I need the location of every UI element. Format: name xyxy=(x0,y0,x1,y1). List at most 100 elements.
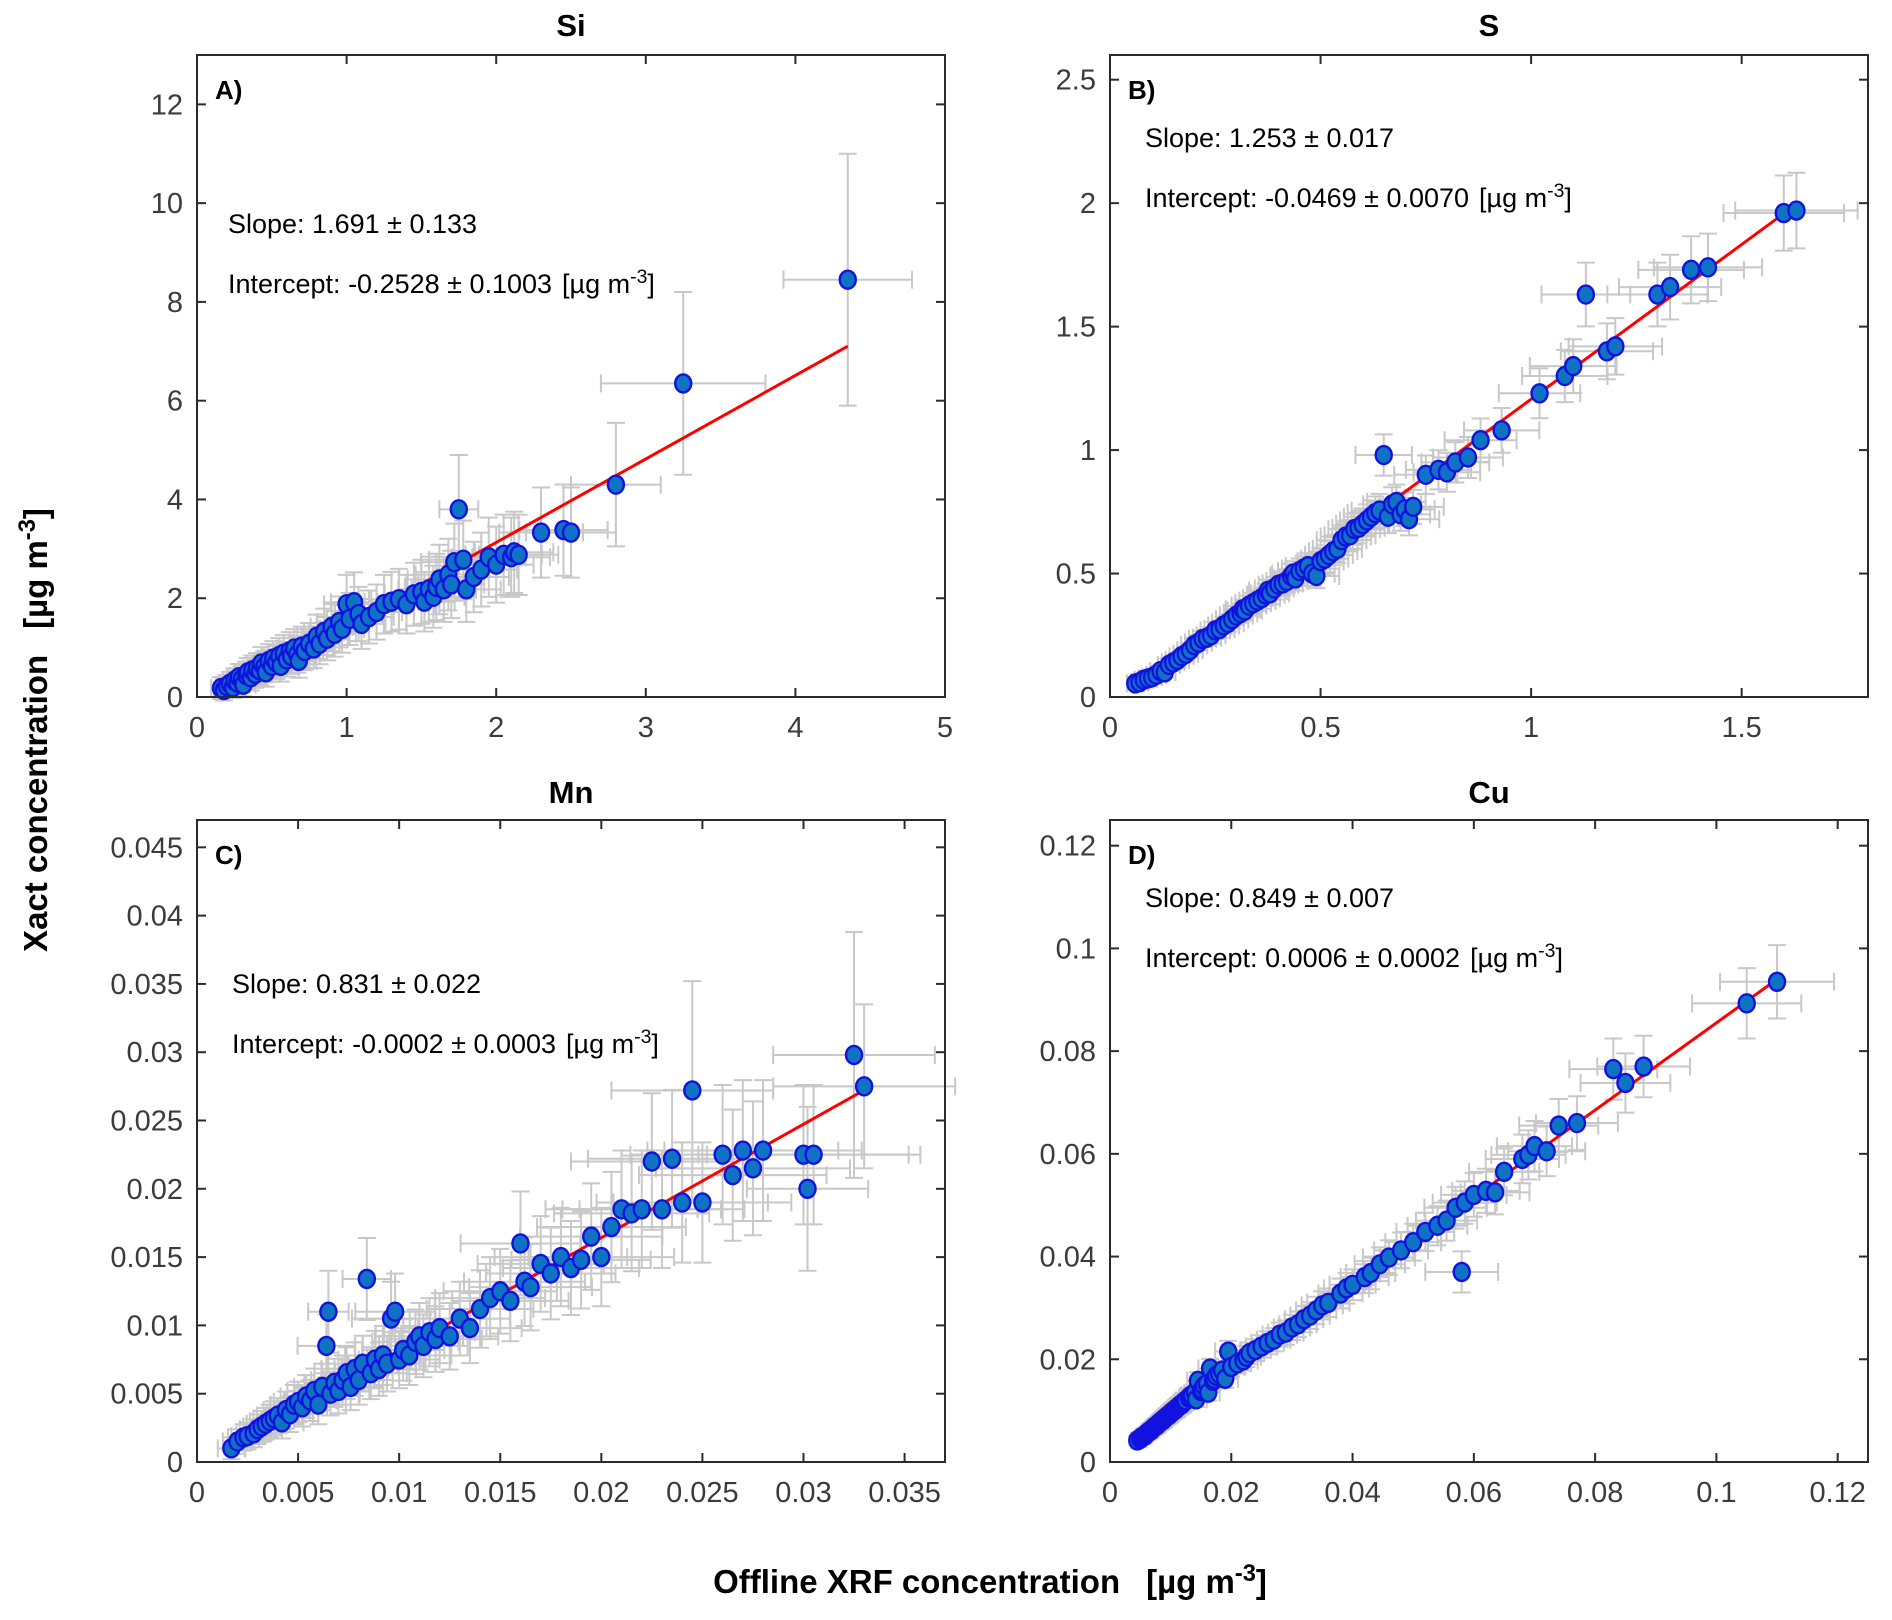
unit-label: [µg m-3] xyxy=(562,266,655,299)
panel-c-intercept-text: Intercept: -0.0002 ± 0.0003 [µg m-3] xyxy=(232,1026,659,1059)
data-point xyxy=(743,1158,763,1179)
data-point xyxy=(454,549,473,570)
y-tick-label: 0 xyxy=(1080,682,1096,714)
y-tick-label: 8 xyxy=(167,287,183,319)
y-tick-label: 2 xyxy=(1080,188,1096,220)
unit-label: [µg m-3] xyxy=(1146,1560,1267,1600)
data-point xyxy=(674,373,693,394)
panel-c-data-points xyxy=(222,1044,874,1459)
data-point xyxy=(582,1226,601,1247)
data-point xyxy=(838,269,857,290)
data-point xyxy=(521,1276,540,1298)
panel-b-tick-labels: 0 0.5 1 1.5 0 0.5 1 1.5 2 2.5 xyxy=(1056,65,1762,744)
y-tick-label: 1.5 xyxy=(1056,312,1096,344)
x-tick-label: 4 xyxy=(787,712,803,744)
x-tick-label: 0 xyxy=(1102,1477,1118,1509)
data-point xyxy=(449,499,468,520)
x-tick-label: 0 xyxy=(189,712,205,744)
unit-label: [µg m-3] xyxy=(566,1026,659,1059)
data-point xyxy=(511,1233,530,1254)
data-point xyxy=(713,1144,732,1165)
data-point xyxy=(1681,259,1701,281)
y-tick-label: 0 xyxy=(167,682,183,714)
data-point xyxy=(672,1192,692,1213)
data-point xyxy=(1403,496,1423,518)
data-point xyxy=(1403,1231,1423,1253)
y-tick-label: 0.04 xyxy=(1040,1242,1096,1274)
y-tick-label: 0.01 xyxy=(127,1310,183,1342)
data-point xyxy=(561,522,581,543)
data-point xyxy=(531,522,551,543)
y-tick-label: 0.035 xyxy=(110,969,183,1001)
data-point xyxy=(1767,971,1787,992)
x-tick-label: 0.03 xyxy=(775,1477,831,1509)
y-tick-label: 0.02 xyxy=(1040,1344,1096,1376)
x-tick-label: 1.5 xyxy=(1722,712,1762,744)
panel-a-axes-box xyxy=(196,54,946,698)
panel-a-intercept-text: Intercept: -0.2528 ± 0.1003 [µg m-3] xyxy=(228,266,655,299)
y-tick-label: 0.025 xyxy=(110,1106,183,1138)
data-point xyxy=(632,1199,651,1220)
y-tick-label: 0 xyxy=(1080,1447,1096,1479)
panel-a-letter: A) xyxy=(215,75,243,105)
y-tick-label: 10 xyxy=(151,188,183,220)
data-point xyxy=(1494,1161,1514,1183)
panel-d-ticks xyxy=(1109,820,1868,1463)
data-point xyxy=(1660,276,1680,298)
unit-label: [µg m-3] xyxy=(1470,940,1563,973)
panel-a-title: Si xyxy=(556,8,586,43)
data-point xyxy=(1374,444,1393,466)
y-tick-label: 12 xyxy=(151,89,183,121)
y-tick-label: 0 xyxy=(167,1447,183,1479)
data-point xyxy=(1567,1112,1587,1134)
data-point xyxy=(733,1140,753,1161)
panel-d-intercept-text: Intercept: 0.0006 ± 0.0002 [µg m-3] xyxy=(1145,940,1563,973)
unit-label: [µg m-3] xyxy=(14,508,54,629)
data-point xyxy=(1787,200,1806,221)
data-point xyxy=(1634,1056,1653,1077)
x-tick-label: 3 xyxy=(638,712,654,744)
panel-c-plot: 0 0.005 0.01 0.015 0.02 0.025 0.03 0.035 0 0.005 0… xyxy=(110,819,957,1509)
panel-d-letter: D) xyxy=(1128,840,1156,870)
data-point xyxy=(1452,1261,1471,1283)
panel-b-slope-text: Slope: 1.253 ± 0.017 xyxy=(1145,123,1395,153)
y-tick-label: 0.03 xyxy=(127,1037,183,1069)
panel-c-slope-text: Slope: 0.831 ± 0.022 xyxy=(232,969,482,999)
data-point xyxy=(1485,1182,1505,1203)
data-point xyxy=(385,1301,405,1322)
data-point xyxy=(662,1148,682,1169)
data-point xyxy=(319,1301,338,1322)
panel-a-data-points xyxy=(211,269,857,701)
y-tick-label: 1 xyxy=(1080,435,1096,467)
x-tick-label: 0.12 xyxy=(1809,1477,1865,1509)
data-point xyxy=(571,1249,591,1271)
x-tick-label: 0.025 xyxy=(666,1477,739,1509)
y-tick-label: 4 xyxy=(167,484,183,516)
panel-b-ticks xyxy=(1109,55,1868,698)
x-tick-label: 0.015 xyxy=(464,1477,537,1509)
x-tick-label: 1 xyxy=(1523,712,1539,744)
data-point xyxy=(1549,1115,1568,1136)
panel-b-fit-stats: Slope: 1.253 ± 0.017 Intercept: -0.0469 … xyxy=(1145,112,1572,225)
x-tick-label: 0.005 xyxy=(262,1477,335,1509)
x-tick-label: 0.1 xyxy=(1696,1477,1736,1509)
data-point xyxy=(798,1178,817,1200)
y-tick-label: 0.12 xyxy=(1040,831,1096,863)
panel-d-title: Cu xyxy=(1468,775,1510,810)
panel-c-axes-box xyxy=(196,819,946,1463)
data-point xyxy=(1737,993,1756,1014)
y-tick-label: 0.015 xyxy=(110,1242,183,1274)
panel-b-data-points xyxy=(1126,200,1806,694)
panel-d-fit-stats: Slope: 0.849 ± 0.007 Intercept: 0.0006 ±… xyxy=(1145,872,1563,985)
data-point xyxy=(442,574,461,595)
data-point xyxy=(1471,430,1490,451)
data-point xyxy=(652,1199,672,1220)
y-tick-label: 2 xyxy=(167,583,183,615)
y-tick-label: 0.04 xyxy=(127,901,183,933)
data-point xyxy=(317,1335,336,1357)
data-point xyxy=(1537,1141,1556,1162)
panel-b-axes-box xyxy=(1109,54,1869,698)
data-point xyxy=(1606,336,1625,357)
